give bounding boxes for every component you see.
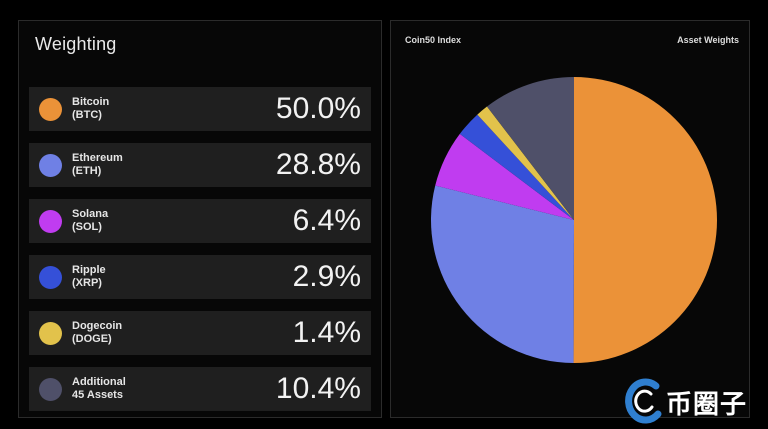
- pie-slice-ethereum: [431, 185, 574, 363]
- asset-row-additional: Additional 45 Assets 10.4%: [29, 367, 371, 411]
- asset-weight: 10.4%: [275, 372, 361, 405]
- watermark-text: 币圈子: [666, 390, 748, 420]
- btc-color-dot: [39, 98, 62, 121]
- sol-color-dot: [39, 210, 62, 233]
- pie-chart: [431, 77, 718, 363]
- chart-subtitle: Asset Weights: [677, 35, 739, 45]
- pie-slice-ripple: [459, 114, 574, 220]
- asset-label: Dogecoin: [72, 320, 123, 332]
- asset-weight: 6.4%: [292, 204, 361, 237]
- asset-label: Bitcoin: [72, 96, 110, 108]
- asset-label: Additional: [72, 376, 126, 388]
- asset-row-sol: Solana (SOL) 6.4%: [29, 199, 371, 243]
- asset-weight: 28.8%: [275, 148, 361, 181]
- pie-slice-additional-45-assets: [486, 77, 574, 220]
- eth-color-dot: [39, 154, 62, 177]
- asset-name: Dogecoin (DOGE): [72, 320, 122, 346]
- weighting-panel: Weighting Bitcoin (BTC) 50.0% Ethereum (…: [18, 20, 382, 418]
- asset-name: Ethereum (ETH): [72, 152, 123, 178]
- asset-row-btc: Bitcoin (BTC) 50.0%: [29, 87, 371, 131]
- asset-weight: 50.0%: [275, 92, 361, 125]
- asset-list: Bitcoin (BTC) 50.0% Ethereum (ETH) 28.8%…: [29, 87, 371, 423]
- asset-ticker: (BTC): [72, 109, 102, 121]
- chart-title: Coin50 Index: [405, 35, 462, 45]
- weighting-title: Weighting: [35, 34, 117, 54]
- asset-name: Solana (SOL): [72, 208, 108, 234]
- asset-weight: 2.9%: [292, 260, 361, 293]
- asset-ticker: (ETH): [72, 165, 102, 177]
- asset-row-xrp: Ripple (XRP) 2.9%: [29, 255, 371, 299]
- asset-name: Bitcoin (BTC): [72, 96, 109, 122]
- asset-label: Ethereum: [72, 152, 123, 164]
- asset-ticker: 45 Assets: [72, 389, 123, 401]
- asset-ticker: (DOGE): [72, 333, 112, 345]
- asset-weight: 1.4%: [292, 316, 361, 349]
- asset-row-doge: Dogecoin (DOGE) 1.4%: [29, 311, 371, 355]
- pie-slice-bitcoin: [573, 77, 718, 363]
- asset-name: Additional 45 Assets: [72, 376, 126, 402]
- watermark: 币圈子: [618, 372, 768, 429]
- xrp-color-dot: [39, 266, 62, 289]
- asset-name: Ripple (XRP): [72, 264, 106, 290]
- logo-c-icon: [625, 378, 662, 424]
- pie-slice-dogecoin: [477, 106, 574, 220]
- asset-row-eth: Ethereum (ETH) 28.8%: [29, 143, 371, 187]
- additional-color-dot: [39, 378, 62, 401]
- asset-ticker: (XRP): [72, 277, 102, 289]
- asset-ticker: (SOL): [72, 221, 102, 233]
- doge-color-dot: [39, 322, 62, 345]
- asset-label: Ripple: [72, 264, 106, 276]
- asset-weights-panel: Coin50 Index Asset Weights: [390, 20, 750, 418]
- asset-label: Solana: [72, 208, 109, 220]
- pie-slice-solana: [435, 133, 574, 220]
